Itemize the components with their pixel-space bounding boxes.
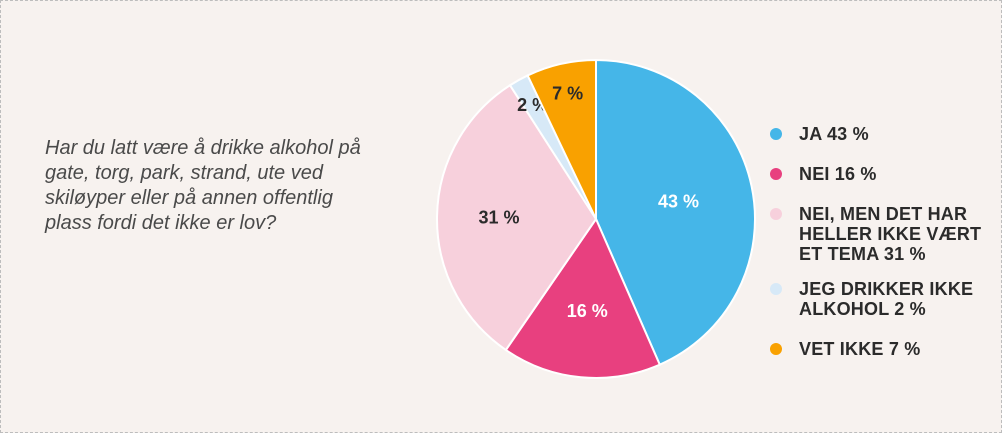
legend-label-vet-ikke: VET IKKE 7 %	[799, 339, 921, 359]
legend-swatch-nei	[770, 168, 782, 180]
pie-data-label-ja: 43 %	[658, 192, 699, 212]
legend-swatch-drikker-ikke	[770, 283, 782, 295]
pie-slice-ikke-tema	[436, 83, 598, 352]
legend-label-nei: NEI 16 %	[799, 164, 877, 184]
pie-slice-vet-ikke	[526, 58, 597, 220]
legend-label-ja: JA 43 %	[799, 124, 869, 144]
pie-slice-nei	[504, 216, 662, 379]
legend-label-drikker-ikke: JEG DRIKKER IKKE ALKOHOL 2 %	[799, 279, 974, 319]
legend-swatch-vet-ikke	[770, 343, 782, 355]
pie-data-label-vet-ikke: 7 %	[552, 83, 583, 103]
legend-swatch-ikke-tema	[770, 208, 782, 220]
question-text: Har du latt være å drikke alkohol på gat…	[45, 137, 361, 234]
pie-data-label-nei: 16 %	[567, 301, 608, 321]
legend-swatch-ja	[770, 128, 782, 140]
legend-label-ikke-tema: NEI, MEN DET HAR HELLER IKKE VÆRT ET TEM…	[799, 204, 982, 264]
pie-slice-ja	[595, 58, 756, 366]
pie-data-label-ikke-tema: 31 %	[479, 207, 520, 227]
